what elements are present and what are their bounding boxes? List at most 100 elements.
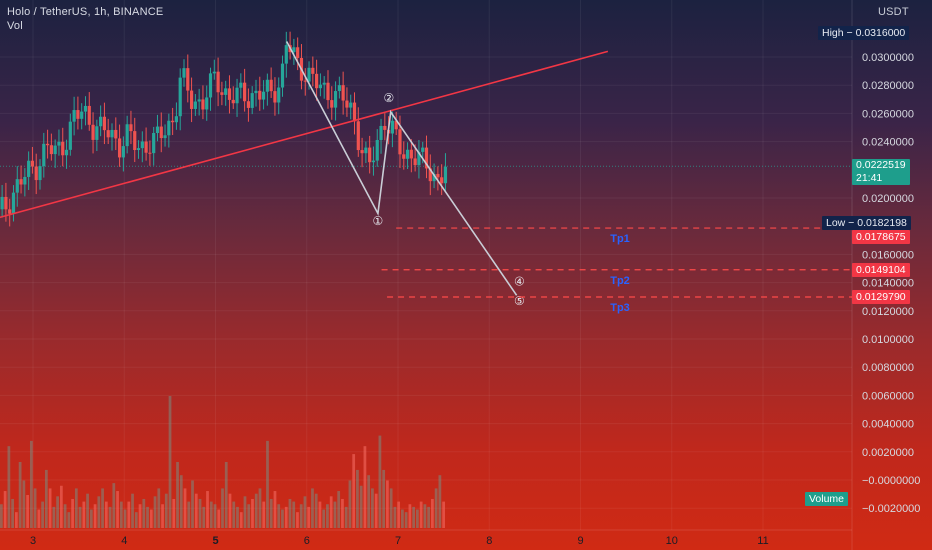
candle-body — [315, 73, 319, 89]
candle-body — [284, 45, 288, 64]
current-price-value: 0.0222519 — [856, 159, 906, 171]
volume-bar — [194, 493, 198, 528]
volume-bar — [344, 506, 348, 528]
candle-body — [102, 116, 107, 131]
volume-bar — [284, 506, 288, 528]
volume-bar — [11, 498, 14, 528]
candle-body — [326, 82, 330, 101]
candle-body — [197, 99, 201, 102]
low-label-text: Low — [826, 217, 846, 229]
volume-bar — [374, 493, 378, 528]
volume-bar — [288, 498, 292, 528]
volume-bar — [333, 501, 337, 528]
volume-bar — [14, 512, 18, 528]
time-tick-label: 4 — [121, 535, 127, 547]
candle-body — [167, 120, 171, 136]
volume-bar — [367, 475, 371, 528]
candle-body — [436, 173, 440, 178]
volume-bar — [3, 491, 7, 528]
candle-countdown: 21:41 — [856, 172, 883, 184]
high-label-value: 0.0316000 — [855, 27, 906, 39]
candle-body — [246, 101, 251, 108]
high-label-text: High — [822, 27, 844, 39]
volume-bar — [153, 496, 157, 528]
candle-body — [402, 154, 406, 159]
candle-body — [212, 71, 216, 74]
volume-bar — [168, 396, 172, 528]
volume-indicator-label[interactable]: Vol — [7, 20, 23, 32]
volume-bar — [86, 493, 89, 528]
candle-body — [258, 90, 262, 100]
candle-body — [171, 120, 175, 123]
volume-bar — [299, 504, 303, 528]
volume-bar — [149, 509, 153, 528]
volume-bar — [341, 498, 344, 528]
volume-bar — [179, 475, 183, 528]
volume-bar — [33, 488, 37, 528]
volume-bar — [59, 485, 63, 528]
volume-bar — [119, 501, 123, 528]
volume-bar — [386, 480, 389, 528]
candle-body — [277, 87, 281, 103]
wave-label: ② — [383, 91, 394, 105]
candle-body — [106, 130, 110, 138]
candle-body — [15, 179, 19, 193]
volume-bar — [243, 496, 247, 528]
volume-bar — [93, 504, 97, 528]
volume-bar — [138, 504, 142, 528]
volume-bar — [247, 504, 251, 528]
candle-body — [30, 160, 35, 167]
volume-bar — [393, 506, 397, 528]
price-tick-label: 0.0260000 — [862, 108, 914, 120]
volume-bar — [52, 506, 56, 528]
candle-body — [95, 126, 99, 140]
volume-bar — [104, 501, 108, 528]
candle-body — [254, 90, 258, 94]
candle-body — [4, 196, 8, 210]
volume-bar — [78, 506, 82, 528]
volume-bar — [236, 506, 239, 528]
candle-body — [383, 125, 387, 130]
candle-body — [405, 149, 410, 159]
candle-body — [186, 68, 190, 91]
volume-bar — [82, 501, 86, 528]
candle-body — [76, 110, 80, 119]
time-tick-label: 10 — [666, 535, 678, 547]
volume-bar — [348, 480, 352, 528]
volume-bar — [251, 498, 254, 528]
candle-body — [390, 120, 395, 134]
candle-body — [64, 149, 69, 156]
candle-body — [432, 173, 436, 182]
volume-bar — [337, 491, 341, 528]
volume-bar — [29, 440, 33, 528]
candle-body — [243, 82, 247, 102]
candle-body — [356, 121, 360, 151]
price-tick-label: 0.0100000 — [862, 334, 914, 346]
currency-label[interactable]: USDT — [878, 6, 909, 18]
wave-path — [285, 41, 518, 296]
volume-bar — [131, 493, 134, 528]
volume-bar — [266, 440, 269, 528]
volume-bar — [419, 501, 423, 528]
time-tick-label: 9 — [577, 535, 583, 547]
candle-body — [296, 47, 300, 58]
candle-body — [99, 116, 103, 127]
volume-bar — [127, 501, 131, 528]
volume-bar — [63, 504, 67, 528]
candle-body — [330, 100, 334, 108]
volume-bar — [232, 501, 236, 528]
candle-body — [61, 141, 65, 156]
candle-body — [208, 73, 213, 98]
time-tick-label: 6 — [304, 535, 310, 547]
volume-bar — [363, 446, 367, 528]
candle-body — [19, 179, 23, 185]
tp3-price-label: 0.0129790 — [852, 290, 910, 304]
volume-bar — [303, 496, 307, 528]
candle-body — [125, 124, 129, 147]
volume-bar — [41, 501, 44, 528]
target-label: Tp2 — [610, 275, 630, 287]
volume-bar — [26, 495, 29, 528]
candle-body — [220, 92, 224, 95]
candle-body — [174, 116, 179, 123]
